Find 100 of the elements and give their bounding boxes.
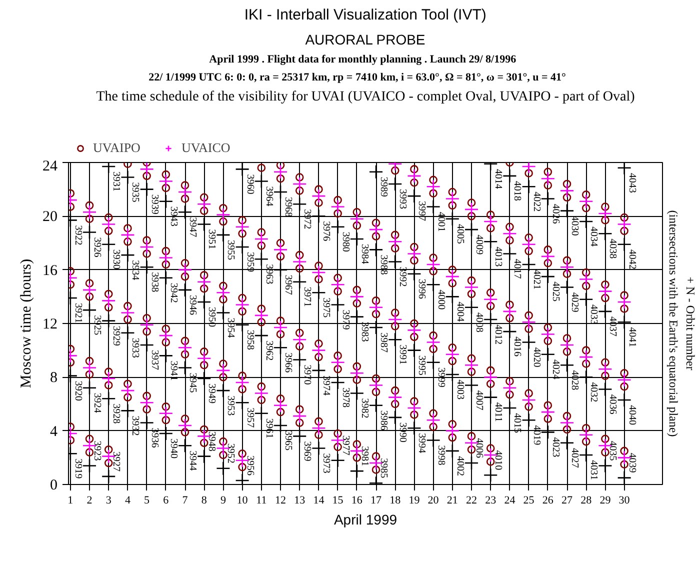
annotation: 4034	[588, 226, 600, 247]
annotation: 3993	[397, 188, 408, 209]
annotation: 3952	[225, 443, 236, 464]
annotation: 4043	[626, 172, 638, 193]
annotation: 3953	[225, 396, 236, 416]
annotation: 3989	[378, 176, 390, 197]
annotation: 3942	[168, 282, 179, 303]
x-tick-label: 10	[236, 494, 248, 506]
annotation: 4010	[492, 450, 504, 470]
annotation: 3972	[302, 209, 313, 230]
annotation: 4016	[512, 336, 523, 357]
annotation: 3921	[72, 303, 84, 324]
annotation: 4018	[512, 180, 523, 201]
x-tick-label: 15	[332, 494, 344, 506]
annotation: 3965	[282, 430, 294, 450]
x-tick-label: 29	[600, 494, 612, 506]
annotation: 3939	[148, 194, 160, 214]
annotation: 4020	[530, 347, 542, 368]
annotation: 3923	[92, 440, 103, 461]
annotation: 3960	[244, 174, 256, 194]
x-tick-label: 26	[542, 494, 554, 506]
annotation: 3964	[263, 186, 274, 206]
annotation: 3982	[358, 398, 370, 418]
annotation: 4021	[530, 269, 542, 290]
y-tick-label: 4	[50, 424, 58, 440]
annotation: 3926	[92, 237, 103, 258]
x-tick-label: 25	[523, 494, 535, 506]
annotation: 3922	[72, 225, 84, 246]
annotation: 3941	[168, 360, 179, 381]
annotation: 4003	[454, 379, 466, 400]
annotation: 3994	[416, 433, 428, 454]
annotation: 3937	[148, 350, 160, 370]
annotation: 3930	[110, 249, 122, 270]
annotation: 3940	[168, 438, 179, 459]
x-tick-label: 1	[68, 494, 74, 506]
annotation: 4015	[512, 413, 523, 434]
annotation: 3933	[130, 338, 141, 358]
annotation: 3977	[340, 435, 351, 456]
annotation: 3958	[244, 330, 256, 350]
annotation: 4026	[550, 204, 561, 224]
x-tick-label: 3	[106, 494, 112, 506]
x-tick-label: 12	[275, 494, 286, 506]
annotation: 3946	[187, 294, 198, 315]
annotation: 3969	[302, 441, 313, 462]
annotation: 4031	[588, 460, 600, 480]
annotation: 4022	[530, 192, 542, 212]
annotation: 4030	[569, 216, 580, 236]
annotation: 4005	[454, 224, 466, 244]
annotation: 3973	[320, 453, 332, 474]
annotation: 3955	[225, 240, 236, 260]
annotation: 3936	[148, 428, 160, 448]
x-tick-label: 7	[182, 494, 188, 506]
annotation: 3962	[263, 340, 274, 361]
annotation: 3998	[435, 445, 446, 466]
annotation: 3961	[263, 418, 274, 438]
annotation: 3924	[92, 392, 103, 413]
annotation: 4036	[607, 394, 618, 414]
text: 22/ 1/1999 UTC 6: 0: 0, ra = 25317 km, rp = 7410 km, i = 63.0°, Ω = 81°, ω = 301°, u = 41°	[148, 72, 566, 84]
annotation: 4027	[569, 448, 580, 468]
annotation: 4040	[626, 404, 638, 425]
x-tick-label: 9	[220, 494, 226, 506]
x-tick-label: 20	[428, 494, 440, 506]
annotation: 3990	[397, 422, 408, 442]
annotation: 3976	[320, 221, 332, 242]
x-tick-label: 2	[86, 494, 92, 506]
annotation: 3927	[110, 451, 122, 472]
y-tick-label: 24	[42, 158, 58, 174]
x-tick-label: 5	[144, 494, 150, 506]
annotation: 3929	[110, 326, 122, 346]
x-tick-label: 18	[390, 494, 402, 506]
annotation: 4028	[569, 370, 580, 390]
chart-subtitle: AURORAL PROBE	[305, 32, 426, 48]
annotation: 3999	[435, 367, 446, 388]
x-tick-label: 8	[201, 494, 208, 506]
y-axis-title: Moscow time (hours)	[18, 258, 34, 388]
annotation: 4025	[550, 282, 561, 302]
x-axis-title: April 1999	[334, 512, 398, 528]
annotation: 3991	[397, 344, 408, 365]
annotation: 3984	[358, 244, 370, 264]
annotation: 3951	[206, 229, 218, 250]
annotation: 3959	[244, 252, 256, 272]
annotation: 3944	[187, 450, 198, 471]
annotation: 4002	[454, 456, 466, 476]
annotation: 3996	[416, 278, 428, 299]
annotation: 3928	[110, 404, 122, 424]
y-tick-label: 12	[42, 316, 58, 332]
x-tick-label: 6	[163, 494, 170, 506]
annotation: 3956	[244, 455, 256, 476]
annotation: 3975	[320, 298, 332, 318]
annotation: 3974	[320, 375, 332, 396]
legend-label: UVAIPO	[93, 140, 140, 156]
x-tick-label: 24	[504, 494, 516, 506]
annotation: 4004	[454, 302, 466, 322]
chart-title: IKI - Interball Visualization Tool (IVT)	[244, 6, 486, 24]
annotation: 3947	[187, 217, 198, 238]
annotation: 3971	[302, 286, 313, 307]
x-tick-label: 4	[124, 494, 131, 506]
annotation: 4037	[607, 316, 618, 336]
annotation: 4039	[626, 452, 638, 473]
annotation: 4035	[607, 440, 618, 461]
